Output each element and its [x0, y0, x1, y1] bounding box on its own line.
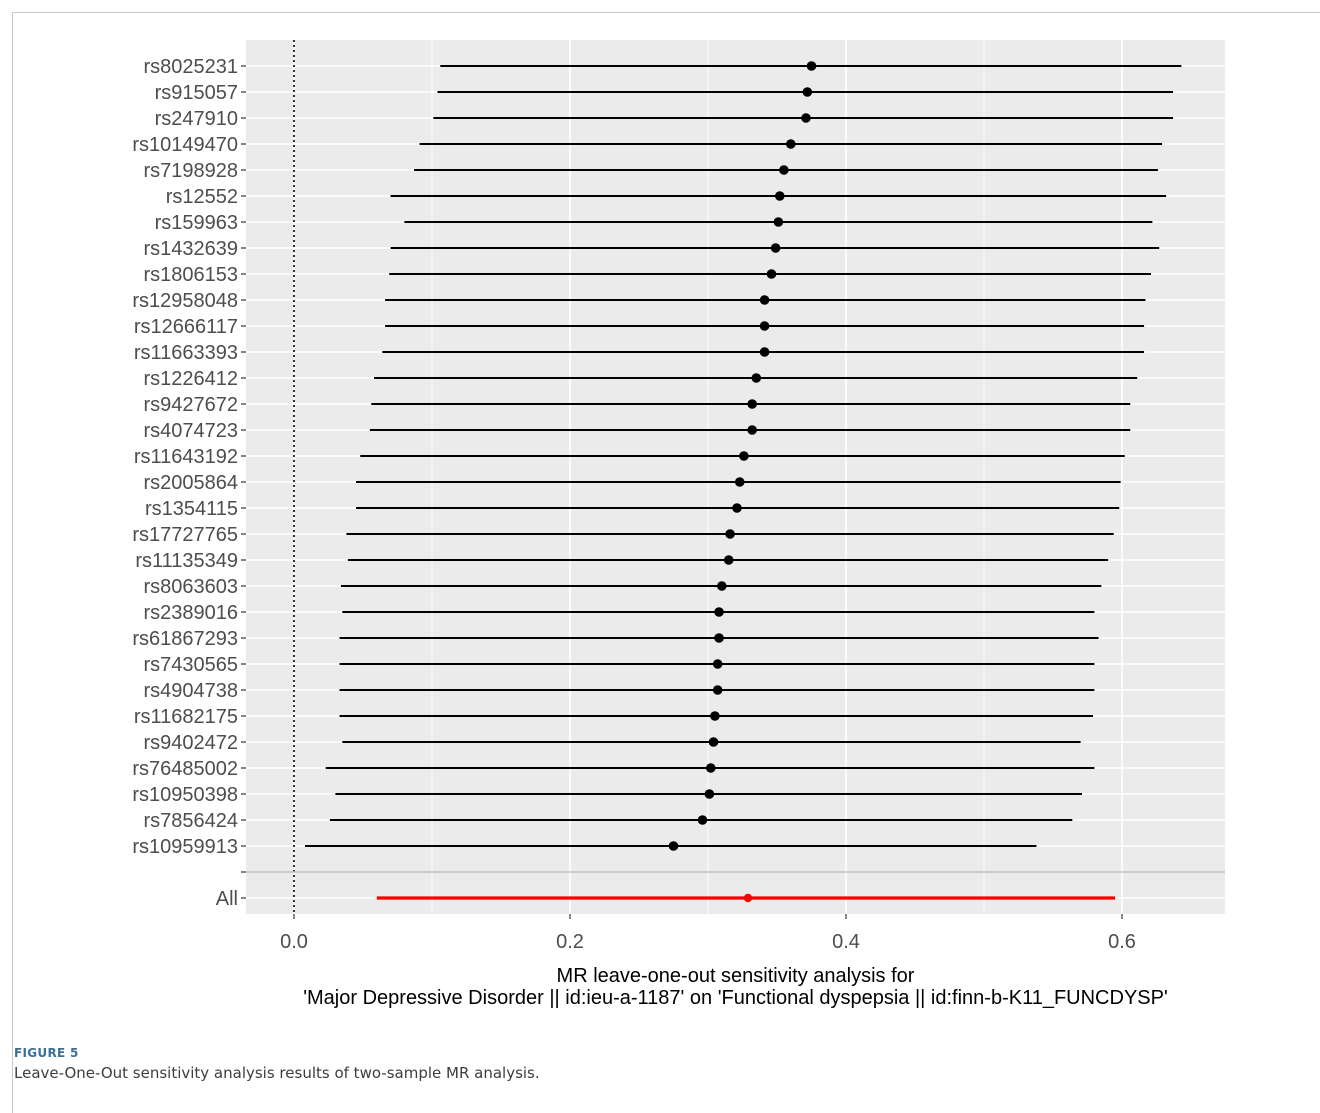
snp-label: rs1226412 — [143, 368, 238, 390]
snp-estimate-point — [668, 841, 679, 851]
snp-label: rs12666117 — [134, 316, 238, 338]
snp-estimate-point — [723, 555, 734, 565]
forest-plot: rs8025231 rs915057 rs247910 rs10149470 rs719… — [132, 40, 1225, 1009]
y-axis-labels: rs8025231 rs915057 rs247910 rs10149470 rs719… — [132, 56, 246, 910]
snp-estimate-point — [697, 815, 708, 825]
x-tick-label: 0.2 — [556, 931, 584, 953]
snp-estimate-point — [747, 399, 757, 409]
snp-label: rs2005864 — [143, 472, 238, 494]
snp-label: rs76485002 — [132, 758, 238, 780]
snp-estimate-point — [725, 529, 735, 539]
snp-label: rs4904738 — [143, 680, 238, 702]
snp-label: rs11135349 — [135, 550, 238, 572]
x-tick-label: 0.4 — [832, 931, 860, 953]
snp-label: rs915057 — [155, 82, 238, 104]
snp-label: rs11643192 — [134, 446, 238, 468]
snp-label: rs9427672 — [143, 394, 238, 416]
snp-label: rs8025231 — [143, 56, 238, 78]
x-axis: 0.0 0.2 0.4 0.6 — [280, 914, 1136, 953]
chart-marks — [305, 61, 1182, 903]
snp-label: rs10950398 — [132, 784, 238, 806]
plot-panel — [246, 40, 1225, 914]
snp-estimate-point — [710, 711, 720, 721]
snp-estimate-point — [747, 425, 757, 435]
snp-label: rs8063603 — [143, 576, 238, 598]
snp-label: rs9402472 — [143, 732, 238, 754]
snp-label: rs12958048 — [132, 290, 238, 312]
x-tick-label: 0.6 — [1108, 931, 1136, 953]
overall-label: All — [216, 888, 238, 910]
snp-estimate-point — [714, 633, 724, 643]
snp-estimate-point — [708, 737, 719, 747]
snp-estimate-point — [739, 451, 749, 461]
snp-label: rs11682175 — [134, 706, 238, 728]
snp-estimate-point — [712, 659, 723, 669]
figure-caption: Leave-One-Out sensitivity analysis resul… — [14, 1064, 540, 1082]
snp-label: rs1432639 — [143, 238, 238, 260]
x-tick-label: 0.0 — [280, 931, 308, 953]
snp-label: rs11663393 — [134, 342, 238, 364]
snp-label: rs61867293 — [132, 628, 238, 650]
snp-label: rs7856424 — [143, 810, 238, 832]
snp-estimate-point — [806, 61, 817, 71]
snp-estimate-point — [801, 113, 811, 123]
snp-estimate-point — [786, 139, 796, 149]
snp-label: rs159963 — [155, 212, 238, 234]
snp-label: rs7430565 — [143, 654, 238, 676]
snp-estimate-point — [774, 191, 785, 201]
snp-estimate-point — [759, 347, 770, 357]
snp-label: rs247910 — [155, 108, 238, 130]
snp-estimate-point — [714, 607, 724, 617]
snp-label: rs2389016 — [143, 602, 238, 624]
snp-estimate-point — [802, 87, 813, 97]
snp-label: rs12552 — [166, 186, 238, 208]
snp-estimate-point — [704, 789, 715, 799]
snp-estimate-point — [759, 295, 770, 305]
snp-estimate-point — [712, 685, 723, 695]
snp-estimate-point — [779, 165, 789, 175]
figure-label: FIGURE 5 — [14, 1046, 79, 1060]
snp-estimate-point — [770, 243, 781, 253]
snp-estimate-point — [773, 217, 784, 227]
figure-frame — [12, 12, 1320, 1113]
overall-estimate-point — [743, 893, 753, 903]
snp-estimate-point — [734, 477, 745, 487]
snp-estimate-point — [751, 373, 762, 383]
snp-label: rs1354115 — [145, 498, 238, 520]
snp-estimate-point — [732, 503, 742, 513]
snp-estimate-point — [705, 763, 716, 773]
snp-label: rs7198928 — [143, 160, 238, 182]
snp-estimate-point — [766, 269, 777, 279]
x-axis-title-line1: MR leave-one-out sensitivity analysis fo… — [557, 965, 915, 987]
snp-label: rs10959913 — [132, 836, 238, 858]
snp-label: rs1806153 — [143, 264, 238, 286]
x-axis-title-line2: 'Major Depressive Disorder || id:ieu-a-1… — [303, 987, 1168, 1009]
snp-estimate-point — [759, 321, 770, 331]
snp-label: rs4074723 — [143, 420, 238, 442]
snp-label: rs10149470 — [132, 134, 238, 156]
snp-estimate-point — [717, 581, 727, 591]
snp-label: rs17727765 — [132, 524, 238, 546]
